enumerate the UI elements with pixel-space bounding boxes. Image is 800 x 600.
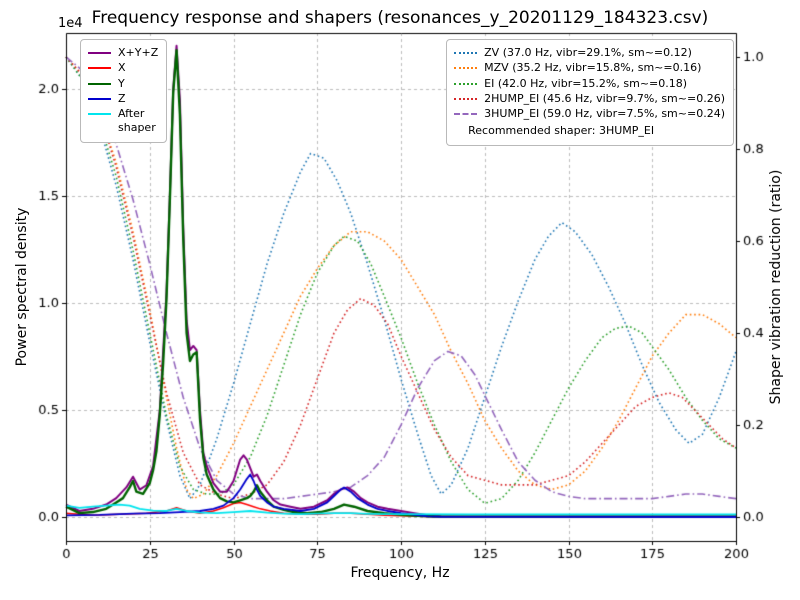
legend-item: X — [88, 61, 158, 75]
legend-label: MZV (35.2 Hz, vibr=15.8%, sm~=0.16) — [484, 61, 702, 75]
legend-line-sample — [454, 67, 478, 70]
legend-line-sample — [88, 97, 111, 100]
legend-line-sample — [88, 113, 111, 116]
right-y-axis-label: Shaper vibration reduction (ratio) — [768, 169, 784, 405]
legend-item: Y — [88, 77, 158, 91]
legend-label: ZV (37.0 Hz, vibr=29.1%, sm~=0.12) — [484, 46, 692, 59]
legend-label: After shaper — [118, 107, 156, 135]
legend-label: X+Y+Z — [118, 46, 159, 59]
chart-title: Frequency response and shapers (resonanc… — [91, 8, 709, 28]
legend-line-sample — [454, 82, 478, 85]
legend-line-sample — [88, 52, 111, 54]
legend-label: Recommended shaper: 3HUMP_EI — [468, 124, 655, 138]
legend-label: X — [118, 61, 126, 75]
recommended-shaper-note: Recommended shaper: 3HUMP_EI — [454, 124, 725, 138]
legend-line-sample — [454, 52, 478, 54]
legend-item: MZV (35.2 Hz, vibr=15.8%, sm~=0.16) — [454, 61, 725, 75]
legend-item: After shaper — [88, 107, 158, 136]
legend-item: 2HUMP_EI (45.6 Hz, vibr=9.7%, sm~=0.26) — [454, 92, 725, 106]
legend-label: Z — [118, 91, 126, 105]
legend-label: 2HUMP_EI (45.6 Hz, vibr=9.7%, sm~=0.26) — [484, 91, 725, 105]
left-axis-offset-label: 1e4 — [58, 16, 83, 31]
shaper-legend: ZV (37.0 Hz, vibr=29.1%, sm~=0.12) MZV (… — [446, 39, 734, 146]
legend-line-sample — [454, 97, 478, 100]
legend-label: 3HUMP_EI (59.0 Hz, vibr=7.5%, sm~=0.24) — [484, 107, 725, 121]
legend-label: EI (42.0 Hz, vibr=15.2%, sm~=0.18) — [484, 76, 688, 90]
legend-item: X+Y+Z — [88, 46, 158, 60]
left-y-axis-label: Power spectral density — [14, 207, 30, 367]
legend-item: EI (42.0 Hz, vibr=15.2%, sm~=0.18) — [454, 77, 725, 91]
legend-label: Y — [118, 76, 125, 90]
legend-item: Z — [88, 92, 158, 106]
legend-item: ZV (37.0 Hz, vibr=29.1%, sm~=0.12) — [454, 46, 725, 60]
legend-line-sample — [88, 67, 111, 70]
legend-line-sample — [454, 113, 478, 116]
x-axis-label: Frequency, Hz — [350, 565, 450, 581]
psd-legend: X+Y+Z X Y Z After shaper — [80, 39, 168, 143]
legend-line-sample — [88, 82, 111, 85]
legend-item: 3HUMP_EI (59.0 Hz, vibr=7.5%, sm~=0.24) — [454, 107, 725, 121]
